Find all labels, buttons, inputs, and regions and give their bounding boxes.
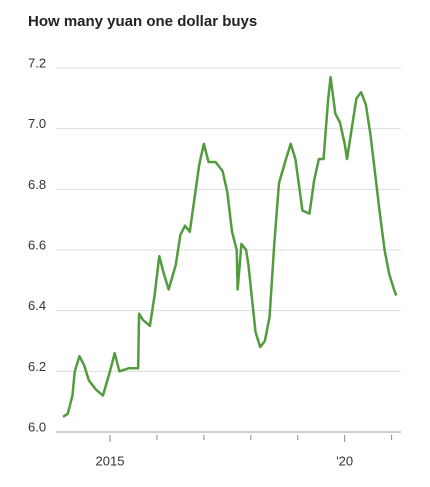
y-tick-label: 7.0 [28,116,46,131]
y-tick-label: 6.4 [28,298,46,313]
x-tick-label: '20 [336,453,353,468]
data-line [62,75,398,418]
y-tick-label: 6.8 [28,177,46,192]
y-tick-label: 6.6 [28,237,46,252]
x-tick-label: 2015 [96,453,125,468]
y-tick-label: 6.0 [28,419,46,434]
chart-title: How many yuan one dollar buys [28,13,257,30]
y-tick-label: 6.2 [28,359,46,374]
y-tick-label: 7.2 [28,55,46,70]
